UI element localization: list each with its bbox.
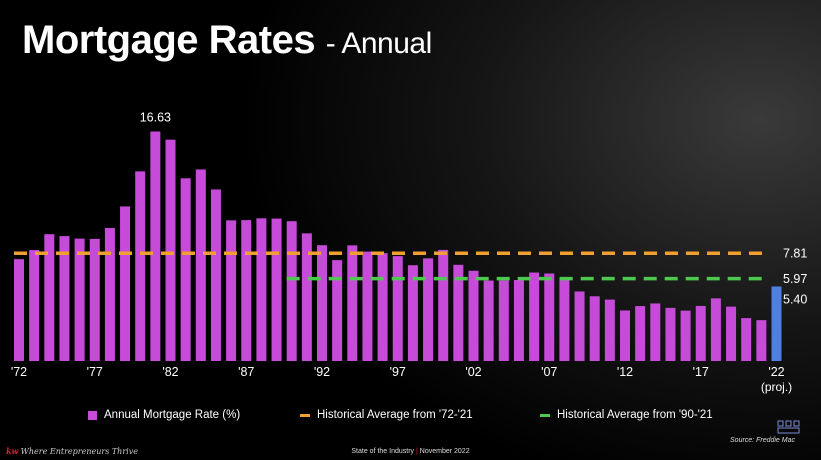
x-tick-label: '02 <box>465 365 481 379</box>
footer-center: State of the Industry | November 2022 <box>0 448 821 455</box>
x-tick-label: '82 <box>162 365 178 379</box>
brand-tagline: Where Entrepreneurs Thrive <box>20 447 138 456</box>
bar <box>529 272 540 361</box>
legend-swatch-avg-72 <box>300 413 310 417</box>
bar <box>286 221 297 361</box>
bar <box>635 306 646 361</box>
legend-label-bar: Annual Mortgage Rate (%) <box>104 409 241 421</box>
bar <box>559 277 570 361</box>
bar <box>483 280 494 361</box>
data-label: 16.63 <box>140 111 171 125</box>
avg-label-90-21: 5.97 <box>783 272 807 286</box>
page-title: Mortgage Rates - Annual <box>22 18 432 63</box>
bar <box>392 256 403 361</box>
legend-item-bar: Annual Mortgage Rate (%) <box>88 409 300 421</box>
legend-item-avg-72: Historical Average from '72-'21 <box>300 409 540 421</box>
footer-separator: | <box>416 448 418 455</box>
bar <box>195 169 206 361</box>
bar <box>604 299 615 361</box>
bar <box>710 298 721 361</box>
bar <box>165 139 176 361</box>
bar <box>680 310 691 361</box>
bar <box>362 251 373 361</box>
bar <box>226 220 237 361</box>
bar <box>180 178 191 361</box>
title-main: Mortgage Rates <box>22 18 316 62</box>
bar <box>695 305 706 361</box>
source-note: Source: Freddie Mac <box>730 437 795 444</box>
bar-projected <box>771 286 782 361</box>
bar <box>407 265 418 361</box>
bar <box>74 238 85 361</box>
bar <box>59 236 70 361</box>
legend-item-avg-90: Historical Average from '90-'21 <box>540 409 713 421</box>
brand-logo: kw <box>6 446 19 456</box>
bar <box>589 296 600 361</box>
bar <box>756 320 767 361</box>
bar <box>513 279 524 361</box>
x-tick-sublabel: (proj.) <box>761 380 792 394</box>
footer-event: State of the Industry <box>351 448 415 455</box>
bar <box>135 171 146 361</box>
bar <box>104 227 115 361</box>
x-tick-label: '12 <box>617 365 633 379</box>
bar <box>347 245 358 361</box>
bar <box>574 291 585 361</box>
x-tick-label: '87 <box>238 365 254 379</box>
x-tick-label: '17 <box>693 365 709 379</box>
bar <box>498 280 509 361</box>
x-tick-label: '72 <box>11 365 27 379</box>
bar <box>332 260 343 361</box>
bar <box>241 220 252 361</box>
x-tick-label: '22 <box>768 365 784 379</box>
bar <box>210 189 221 361</box>
x-tick-label: '92 <box>314 365 330 379</box>
footer-date: November 2022 <box>419 448 470 455</box>
x-tick-label: '07 <box>541 365 557 379</box>
data-label: 5.40 <box>783 292 807 306</box>
bar <box>377 253 388 361</box>
x-tick-label: '77 <box>87 365 103 379</box>
bar <box>423 258 434 361</box>
legend-label-avg-90: Historical Average from '90-'21 <box>557 409 713 421</box>
bar <box>726 306 737 361</box>
bar <box>256 218 267 361</box>
bar <box>150 131 161 361</box>
bar <box>14 259 24 361</box>
legend-swatch-bar <box>88 410 97 420</box>
bar <box>665 307 676 361</box>
company-logo-icon <box>777 420 800 434</box>
footer: kw Where Entrepreneurs Thrive State of t… <box>0 446 821 460</box>
avg-label-72-21: 7.81 <box>783 247 807 261</box>
bar <box>468 270 479 361</box>
title-sub: - Annual <box>325 27 433 60</box>
bar <box>317 245 327 361</box>
bar <box>44 234 55 361</box>
bar <box>453 264 464 361</box>
x-tick-label: '97 <box>390 365 406 379</box>
bar <box>301 233 312 361</box>
bar <box>120 206 131 361</box>
bar <box>650 303 661 361</box>
bar <box>438 249 449 361</box>
chart-legend: Annual Mortgage Rate (%) Historical Aver… <box>88 409 801 421</box>
brand: kw Where Entrepreneurs Thrive <box>6 446 138 456</box>
bar <box>271 218 282 361</box>
bar <box>620 310 630 361</box>
legend-swatch-avg-90 <box>540 413 550 417</box>
bar <box>29 250 40 361</box>
legend-label-avg-72: Historical Average from '72-'21 <box>317 409 473 421</box>
bar <box>741 318 752 361</box>
bar <box>89 238 100 361</box>
bar <box>544 273 555 361</box>
